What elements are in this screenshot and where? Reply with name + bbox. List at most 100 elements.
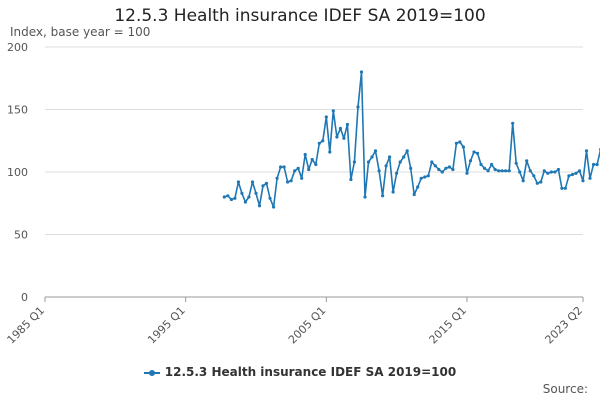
data-point bbox=[264, 181, 269, 185]
data-point bbox=[546, 171, 550, 175]
data-point bbox=[254, 191, 258, 195]
data-point bbox=[257, 204, 262, 208]
y-tick-label: 150 bbox=[7, 104, 28, 117]
x-tick-label: 2023 Q2 bbox=[543, 304, 586, 347]
data-point bbox=[240, 191, 244, 195]
data-point bbox=[310, 157, 314, 162]
data-point bbox=[486, 169, 490, 173]
x-tick-label: 1985 Q1 bbox=[5, 304, 48, 347]
data-point bbox=[482, 166, 487, 170]
data-point bbox=[490, 162, 494, 167]
y-axis: 0 50 100 150 200 bbox=[7, 41, 28, 304]
data-point bbox=[532, 174, 536, 178]
data-point bbox=[521, 179, 525, 183]
data-point bbox=[539, 180, 543, 184]
data-point bbox=[497, 169, 501, 173]
data-point bbox=[423, 175, 427, 179]
legend-label: 12.5.3 Health insurance IDEF SA 2019=100 bbox=[164, 365, 457, 379]
data-point bbox=[479, 162, 483, 167]
data-point bbox=[286, 180, 290, 184]
data-point bbox=[279, 165, 283, 169]
grid bbox=[45, 46, 583, 298]
data-point bbox=[296, 166, 300, 170]
data-point bbox=[563, 186, 568, 190]
data-point bbox=[331, 109, 335, 113]
legend-marker bbox=[148, 369, 155, 376]
series-group bbox=[222, 70, 600, 209]
y-tick-label: 50 bbox=[14, 229, 28, 242]
legend-swatch bbox=[143, 369, 160, 376]
data-point bbox=[359, 70, 364, 74]
data-point bbox=[363, 195, 367, 199]
data-point bbox=[542, 169, 546, 173]
legend[interactable]: 12.5.3 Health insurance IDEF SA 2019=100 bbox=[0, 365, 600, 379]
data-point bbox=[528, 169, 532, 173]
data-point bbox=[472, 150, 476, 154]
data-point bbox=[250, 180, 255, 184]
data-point bbox=[289, 179, 293, 183]
data-point bbox=[518, 170, 522, 174]
data-point bbox=[454, 141, 458, 145]
data-point bbox=[525, 159, 529, 163]
chart-subtitle: Index, base year = 100 bbox=[10, 25, 151, 39]
data-point bbox=[275, 176, 279, 180]
data-point bbox=[307, 167, 311, 172]
data-point bbox=[416, 185, 420, 189]
data-point bbox=[553, 170, 557, 174]
data-point bbox=[356, 105, 360, 109]
data-point bbox=[504, 169, 508, 173]
data-point bbox=[293, 169, 297, 173]
x-tick-label: 2015 Q1 bbox=[427, 304, 470, 347]
data-point bbox=[458, 140, 462, 144]
data-point bbox=[440, 170, 444, 174]
data-point bbox=[282, 165, 286, 169]
data-point bbox=[303, 152, 307, 157]
x-tick-label: 2005 Q1 bbox=[286, 304, 329, 347]
data-point bbox=[236, 180, 240, 184]
data-point bbox=[588, 176, 592, 180]
data-point bbox=[398, 160, 402, 164]
data-point bbox=[444, 166, 448, 170]
data-point bbox=[222, 195, 226, 199]
data-point bbox=[574, 171, 578, 175]
data-point bbox=[419, 176, 423, 180]
data-point bbox=[324, 115, 328, 119]
data-point bbox=[321, 139, 325, 143]
series-line bbox=[224, 71, 600, 208]
data-point bbox=[314, 162, 318, 167]
data-point bbox=[595, 162, 599, 167]
data-point bbox=[409, 166, 413, 170]
data-point bbox=[468, 159, 473, 163]
data-point bbox=[514, 161, 518, 165]
data-point bbox=[437, 167, 441, 172]
data-point bbox=[272, 205, 276, 209]
data-point bbox=[395, 171, 399, 175]
data-point bbox=[233, 196, 237, 200]
y-tick-label: 0 bbox=[21, 291, 28, 304]
data-point bbox=[300, 176, 304, 180]
data-point bbox=[317, 141, 321, 145]
source-label: Source: bbox=[542, 382, 588, 396]
data-point bbox=[556, 167, 561, 172]
data-point bbox=[342, 136, 346, 140]
data-point bbox=[426, 174, 430, 178]
data-point bbox=[377, 169, 381, 173]
data-point bbox=[447, 165, 451, 169]
data-point bbox=[381, 194, 385, 198]
data-point bbox=[335, 135, 339, 139]
x-tick-label: 1995 Q1 bbox=[145, 304, 188, 347]
data-point bbox=[581, 179, 585, 183]
data-point bbox=[261, 184, 265, 188]
data-point bbox=[391, 190, 395, 194]
data-point bbox=[433, 164, 437, 168]
data-point bbox=[549, 170, 554, 174]
data-point bbox=[570, 172, 575, 177]
chart-title: 12.5.3 Health insurance IDEF SA 2019=100 bbox=[114, 6, 486, 26]
data-point bbox=[475, 151, 480, 155]
data-point bbox=[577, 169, 582, 173]
data-point bbox=[567, 174, 571, 178]
data-point bbox=[412, 192, 416, 197]
y-tick-label: 100 bbox=[7, 166, 28, 179]
y-tick-label: 200 bbox=[7, 41, 28, 54]
data-point bbox=[430, 160, 434, 164]
